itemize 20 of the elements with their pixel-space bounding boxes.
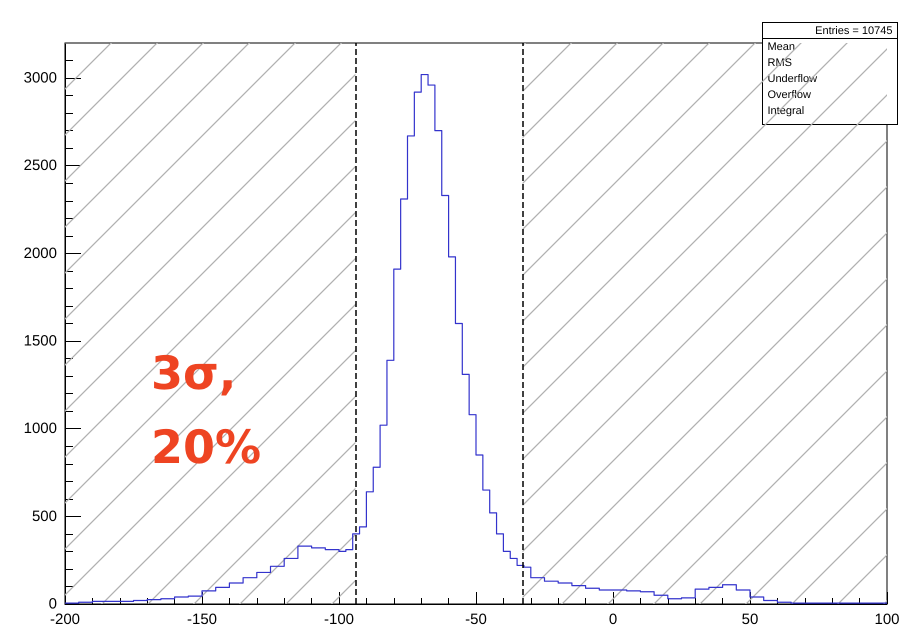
annotation: Integral	[768, 105, 804, 117]
y-tick-label: 1000	[24, 420, 57, 438]
annotation: Underflow	[768, 73, 818, 85]
y-tick-label: 1500	[24, 332, 57, 350]
x-tick-label: 50	[742, 611, 758, 628]
x-tick-label: -100	[324, 611, 354, 628]
x-tick-label: -50	[465, 611, 487, 628]
annotation: Mean	[768, 41, 796, 53]
text: Entries = 10745	[815, 25, 892, 37]
y-tick-label: 2500	[24, 157, 57, 174]
x-tick-label: 100	[874, 611, 900, 628]
y-tick-label: 2000	[24, 244, 57, 262]
annotation: Overflow	[768, 89, 811, 101]
annotation: 3σ, 20%	[151, 346, 262, 474]
y-tick-label: 3000	[24, 70, 57, 87]
y-tick-label: 0	[48, 596, 57, 612]
x-tick-label: -200	[50, 611, 80, 628]
x-tick-label: 0	[608, 611, 618, 628]
x-tick-label: -150	[186, 611, 218, 628]
y-tick-label: 500	[32, 508, 57, 525]
